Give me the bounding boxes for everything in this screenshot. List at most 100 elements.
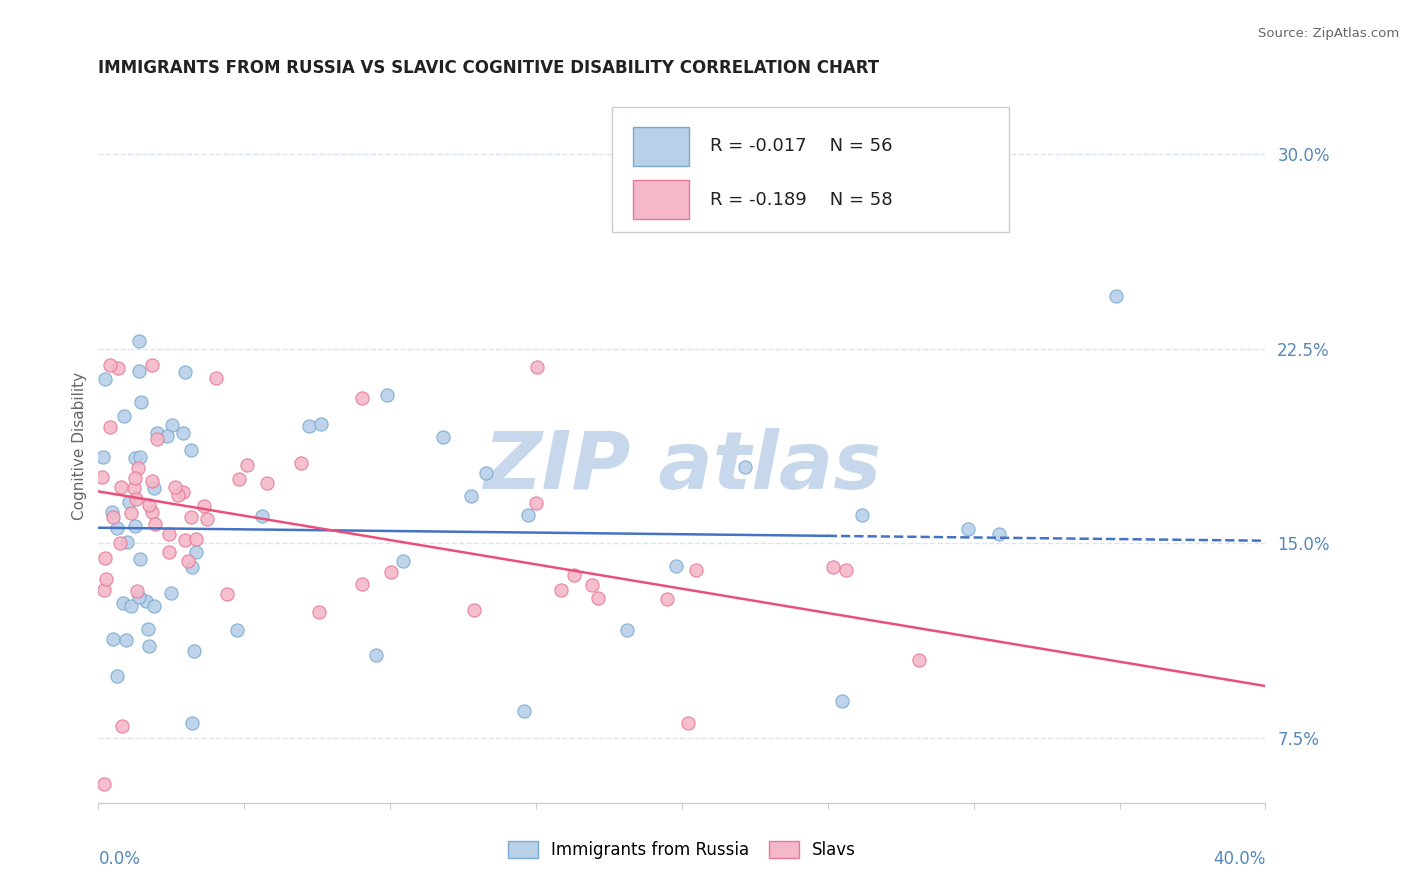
Point [91,450,114,464]
Text: ZIP atlas: ZIP atlas [482,428,882,507]
Point [110,480,132,494]
Point [98,358,121,372]
Point [517,508,540,522]
Point [115,534,138,549]
Text: R = -0.189    N = 58: R = -0.189 N = 58 [710,191,893,209]
Point [236,458,259,473]
Text: IMMIGRANTS FROM RUSSIA VS SLAVIC COGNITIVE DISABILITY CORRELATION CHART: IMMIGRANTS FROM RUSSIA VS SLAVIC COGNITI… [98,59,880,77]
Point [177,554,200,568]
Point [581,578,603,592]
Point [831,693,853,707]
Point [124,519,146,533]
Point [180,510,202,524]
Point [665,558,688,573]
Point [685,563,707,577]
Point [108,536,131,550]
Point [734,459,756,474]
Point [290,456,312,470]
FancyBboxPatch shape [612,107,1008,232]
Point [432,430,454,444]
Point [550,583,572,598]
Point [195,511,218,525]
Point [141,474,163,488]
Point [350,391,373,405]
Point [352,577,374,591]
Point [111,596,134,610]
Point [124,451,146,466]
Point [308,605,330,619]
Point [823,560,845,574]
Text: Source: ZipAtlas.com: Source: ZipAtlas.com [1258,27,1399,40]
Point [184,532,207,546]
Point [142,481,165,495]
Point [474,466,496,480]
Point [172,426,194,441]
Point [562,567,585,582]
Point [93,582,115,597]
Point [124,471,146,485]
Point [524,496,547,510]
Point [157,544,180,558]
Point [463,603,485,617]
Point [166,488,188,502]
Point [141,358,163,372]
Point [616,623,638,637]
Point [851,508,873,523]
Point [120,599,142,614]
Point [98,420,121,434]
Point [180,560,202,574]
Point [143,516,166,531]
Point [181,716,204,731]
Point [225,623,247,637]
FancyBboxPatch shape [633,127,689,166]
Point [146,426,169,441]
FancyBboxPatch shape [633,180,689,219]
Point [94,372,117,386]
Point [129,394,152,409]
Point [957,522,980,536]
Point [111,719,134,733]
Point [163,480,186,494]
Point [380,566,402,580]
Point [101,632,124,647]
Point [183,644,205,658]
Point [125,584,148,599]
Point [136,622,159,636]
Point [156,429,179,443]
Text: R = -0.017    N = 56: R = -0.017 N = 56 [710,137,893,155]
Point [120,506,142,520]
Point [586,591,609,605]
Point [1105,289,1128,303]
Point [138,639,160,653]
Point [101,505,124,519]
Point [112,409,135,424]
Point [364,648,387,662]
Point [128,450,150,464]
Point [174,365,197,379]
Point [160,586,183,600]
Point [174,533,197,548]
Point [172,485,194,500]
Point [513,704,536,718]
Point [114,633,136,648]
Point [217,587,239,601]
Point [127,461,149,475]
Point [135,593,157,607]
Point [228,472,250,486]
Text: 0.0%: 0.0% [98,849,141,868]
Point [180,442,202,457]
Point [375,388,398,402]
Point [526,360,548,375]
Point [138,498,160,512]
Point [93,777,115,791]
Y-axis label: Cognitive Disability: Cognitive Disability [72,372,87,520]
Point [655,591,678,606]
Point [128,364,150,378]
Point [298,419,321,434]
Point [90,470,112,484]
Point [93,550,115,565]
Point [94,573,117,587]
Point [392,554,415,568]
Point [105,521,128,535]
Point [141,505,163,519]
